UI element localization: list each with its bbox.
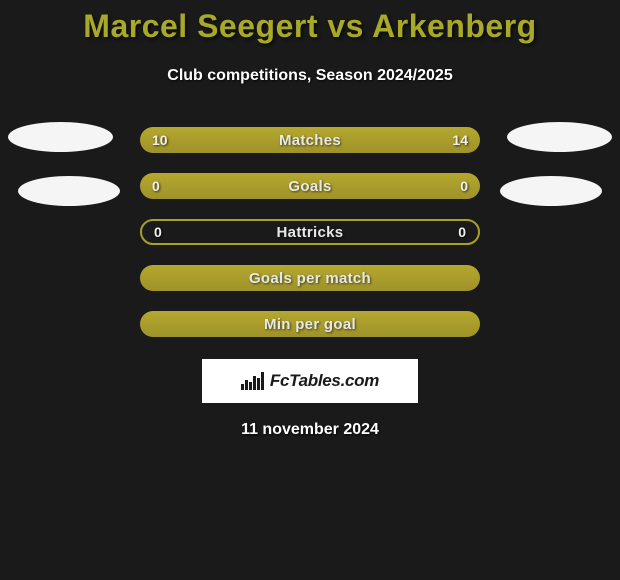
stat-label: Goals bbox=[288, 178, 331, 195]
stat-right-value: 14 bbox=[452, 132, 468, 148]
brand-text: FcTables.com bbox=[270, 371, 379, 391]
player-right-shape-1 bbox=[507, 122, 612, 152]
stat-label: Hattricks bbox=[277, 224, 344, 241]
stat-left-value: 10 bbox=[152, 132, 168, 148]
stat-row-goals: 0 Goals 0 bbox=[140, 173, 480, 199]
stat-row-goals-per-match: Goals per match bbox=[140, 265, 480, 291]
stat-row-hattricks: 0 Hattricks 0 bbox=[140, 219, 480, 245]
stat-row-min-per-goal: Min per goal bbox=[140, 311, 480, 337]
snapshot-date: 11 november 2024 bbox=[0, 421, 620, 439]
stat-left-value: 0 bbox=[152, 178, 160, 194]
season-subtitle: Club competitions, Season 2024/2025 bbox=[0, 67, 620, 85]
comparison-title: Marcel Seegert vs Arkenberg bbox=[0, 0, 620, 45]
stat-row-matches: 10 Matches 14 bbox=[140, 127, 480, 153]
stat-label: Matches bbox=[279, 132, 341, 149]
brand-watermark: FcTables.com bbox=[202, 359, 418, 403]
stat-left-value: 0 bbox=[154, 224, 162, 240]
stats-container: 10 Matches 14 0 Goals 0 0 Hattricks 0 Go… bbox=[0, 127, 620, 337]
player-right-shape-2 bbox=[500, 176, 602, 206]
stat-label: Min per goal bbox=[264, 316, 356, 333]
stat-right-value: 0 bbox=[460, 178, 468, 194]
stat-label: Goals per match bbox=[249, 270, 371, 287]
player-left-shape-2 bbox=[18, 176, 120, 206]
stat-right-value: 0 bbox=[458, 224, 466, 240]
bars-chart-icon bbox=[241, 372, 264, 390]
player-left-shape-1 bbox=[8, 122, 113, 152]
